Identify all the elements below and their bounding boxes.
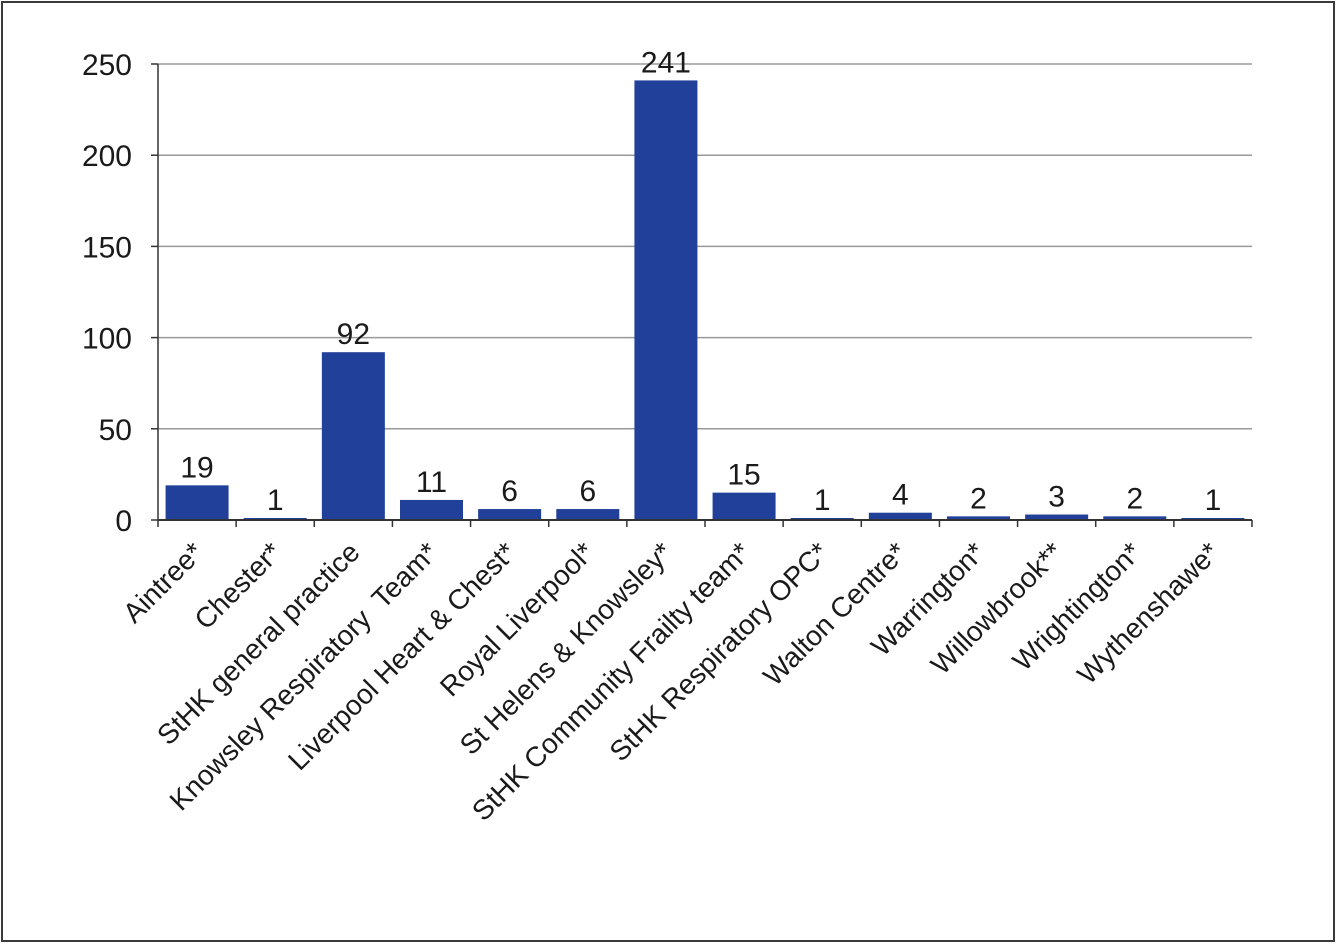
y-tick-label: 0 xyxy=(115,505,132,538)
y-tick-label: 200 xyxy=(82,140,132,173)
data-label: 15 xyxy=(727,459,760,492)
bar xyxy=(1025,514,1089,520)
y-tick-label: 100 xyxy=(82,323,132,356)
data-label: 6 xyxy=(579,475,596,508)
bar xyxy=(868,512,932,520)
data-label: 3 xyxy=(1048,481,1065,514)
data-label: 241 xyxy=(641,46,691,79)
bar xyxy=(400,499,463,520)
bar xyxy=(321,352,385,520)
x-axis xyxy=(157,519,1253,527)
bar xyxy=(165,485,229,520)
y-tick-label: 250 xyxy=(82,49,132,82)
bar xyxy=(712,492,776,520)
y-tick-label: 150 xyxy=(82,231,132,264)
data-labels: 19 1 92 11 6 6 241 15 1 4 2 3 2 1 xyxy=(180,46,1221,517)
category-label: StHK Community Frailty team* xyxy=(466,536,756,826)
category-label: Walton Centre* xyxy=(757,536,913,692)
bar xyxy=(478,509,542,520)
data-label: 1 xyxy=(267,484,284,517)
data-label: 2 xyxy=(1126,482,1143,515)
data-label: 2 xyxy=(970,482,987,515)
bar xyxy=(556,509,620,520)
bar xyxy=(1103,516,1167,520)
y-tick-label: 50 xyxy=(99,414,132,447)
bar xyxy=(947,516,1010,520)
y-axis-ticks: 0 50 100 150 200 250 xyxy=(82,49,159,538)
category-label: Wythenshawe* xyxy=(1071,536,1225,690)
bars xyxy=(165,80,1245,520)
bar xyxy=(634,80,698,520)
data-label: 92 xyxy=(337,318,370,351)
data-label: 11 xyxy=(416,466,447,499)
data-label: 19 xyxy=(180,451,213,484)
category-labels: Aintree*Chester*StHK general practiceKno… xyxy=(117,536,1225,826)
data-label: 1 xyxy=(1205,484,1222,517)
data-label: 4 xyxy=(892,479,909,512)
data-label: 1 xyxy=(814,484,831,517)
data-label: 6 xyxy=(501,475,518,508)
